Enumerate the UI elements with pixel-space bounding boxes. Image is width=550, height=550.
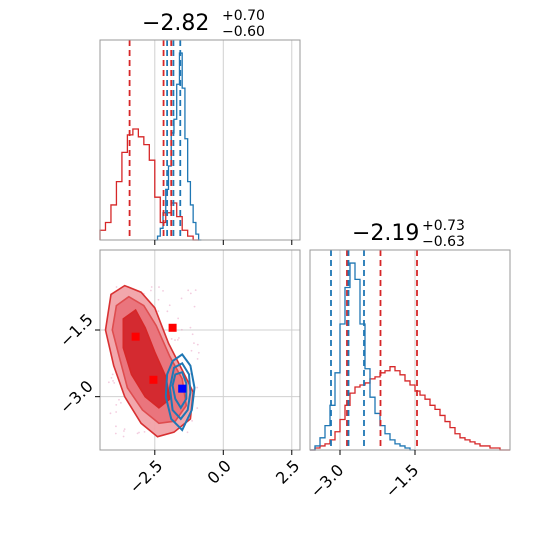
contour-x-tick-label-0: −2.5 [126,456,167,497]
histogram-1-quantile-lines [128,40,182,240]
contour-sample-point [189,326,192,329]
histogram-1-series [99,52,202,241]
contour-markers [131,323,187,393]
contour-sample-point [177,317,180,320]
contour-sample-point [162,289,164,292]
contour-sample-point [166,310,169,313]
contour-sample-point [115,411,118,413]
histogram-1-x-ticks [154,240,293,245]
contour-sample-point [123,428,126,431]
contour-sample-point [180,328,183,331]
histogram-1-title-minus: −0.60 [222,24,265,40]
contour-sample-point [118,398,120,401]
histogram-1-frame [99,39,301,241]
contour-sample-point [123,430,125,432]
contour-sample-point [111,373,114,376]
histogram-2-title-minus: −0.63 [422,234,465,250]
contour-red-levels [104,284,195,438]
contour-panel-2d: −2.5 0.0 2.5 −1.5 −3.0 [56,249,303,497]
contour-sample-point [191,419,193,422]
contour-sample-point [107,381,110,384]
contour-sample-point [190,349,193,352]
contour-sample-point [109,412,112,415]
histogram-panel-param-1: −2.82 +0.70 −0.60 [99,8,301,245]
histogram-2-x-ticks: −3.0 −1.5 [307,450,423,501]
histogram-2-tick-label-0: −3.0 [307,460,348,501]
contour-blue-level-2 [171,370,188,410]
contour-sample-point [138,431,140,434]
histogram-2-series [310,262,510,451]
contour-sample-point [176,339,179,341]
contour-frame [99,249,301,451]
contour-sample-point [197,351,200,354]
histogram-1-grid [154,40,293,240]
histogram-2-series-1-step [310,262,415,451]
histogram-2-series-0-step [310,366,510,451]
contour-sample-point [115,403,118,406]
contour-sample-point [180,297,183,300]
contour-blue-level-1 [168,361,192,421]
histogram-panel-param-2: −3.0 −1.5 −2.19 +0.73 −0.63 [307,218,511,501]
contour-sample-point [196,343,199,346]
contour-blue-level-0 [164,353,196,432]
contour-red-marker-2 [149,375,158,384]
contour-sample-point [187,289,190,292]
contour-sample-point [196,386,199,389]
contour-sample-point [157,310,160,313]
contour-red-marker-1 [168,323,177,332]
contour-sample-point [174,339,176,341]
contour-sample-point [143,430,146,433]
contour-sample-point [150,286,153,288]
contour-sample-point [196,358,199,360]
contour-x-tick-label-1: 0.0 [204,456,235,487]
contour-sample-point [110,376,113,379]
contour-sample-point [115,286,118,288]
histogram-1-title-value: −2.82 [142,11,209,36]
contour-sample-point [170,338,173,340]
contour-sample-point [115,425,117,428]
contour-blue-marker-0 [178,384,187,393]
contour-sample-point [168,304,171,307]
contour-sample-point [122,435,125,438]
histogram-1-series-0-step [99,128,199,241]
histogram-1-series-1-step [154,52,202,241]
contour-sample-point [193,305,196,308]
contour-y-tick-label-1: −3.0 [56,377,97,418]
histogram-1-title-plus: +0.70 [222,8,265,24]
contour-red-marker-0 [131,332,140,341]
contour-sample-point [136,432,139,435]
contour-x-tick-label-2: 2.5 [272,456,303,487]
contour-sample-point [191,333,194,336]
contour-sample-point [193,342,195,344]
contour-sample-point [150,289,152,292]
contour-sample-point [157,298,160,301]
contour-sample-point [189,292,192,295]
histogram-2-frame [309,249,511,451]
contour-sample-point [113,382,116,384]
contour-blue-levels [164,353,196,432]
contour-sample-point [119,401,122,404]
histogram-2-grid [339,250,416,450]
histogram-2-title-value: −2.19 [352,221,419,246]
histogram-2-quantile-lines [330,250,418,450]
contour-sample-point [114,432,117,435]
contour-sample-point [158,286,160,288]
histogram-2-tick-label-1: −1.5 [382,460,423,501]
contour-sample-point [194,289,197,292]
contour-sample-point [186,431,189,434]
contour-y-tick-label-0: −1.5 [56,310,97,351]
contour-sample-point [178,337,180,339]
histogram-2-title-plus: +0.73 [422,218,465,234]
contour-sample-point [196,407,199,409]
contour-sample-point [112,380,114,382]
